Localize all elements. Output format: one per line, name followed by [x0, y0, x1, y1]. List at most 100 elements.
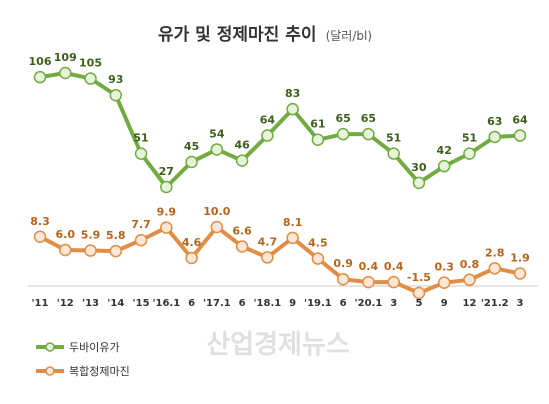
data-label-margin: 4.6 [182, 236, 202, 249]
x-tick-label: 9 [289, 298, 296, 309]
chart-title: 유가 및 정제마진 추이 (달러/bl) [158, 25, 372, 45]
data-label-margin: 2.8 [485, 246, 505, 259]
x-tick-label: 3 [517, 298, 524, 309]
data-label-margin: 0.8 [460, 258, 480, 271]
data-point-margin [235, 240, 249, 253]
data-point-dubai [59, 66, 72, 80]
data-point-margin [185, 251, 198, 265]
data-point-dubai [286, 102, 299, 116]
chart-title-unit: (달러/bl) [326, 29, 372, 43]
data-point-margin [513, 267, 527, 280]
data-point-dubai [134, 147, 148, 160]
x-tick-label: '14 [107, 298, 124, 309]
data-point-margin [437, 276, 451, 289]
data-point-dubai [109, 88, 123, 102]
x-tick-labels: '11 '12 '13 '14 '15'16.1 6 '17.1 6 '18.1 9 '19.1 6 '… [32, 298, 524, 309]
data-label-dubai: 46 [234, 139, 250, 152]
data-point-dubai [261, 129, 274, 142]
legend-item-margin: 복합정제마진 [36, 365, 130, 378]
data-label-margin: 9.9 [157, 206, 177, 219]
data-point-dubai [185, 155, 198, 169]
data-point-dubai [362, 127, 375, 141]
data-label-margin: 1.9 [510, 251, 530, 264]
data-label-dubai: 64 [260, 114, 276, 127]
data-point-dubai [84, 72, 97, 85]
series-layer: 106 109 105 93 51 27 45 54 46 64 83 61 65 65 51 30 42 51 6… [29, 51, 530, 300]
data-label-dubai: 51 [462, 132, 477, 145]
data-label-dubai: 65 [336, 112, 351, 125]
x-tick-label: 12 [463, 298, 477, 309]
x-tick-label: '15 [133, 298, 150, 309]
watermark: 산업경제뉴스 [206, 330, 350, 360]
data-label-dubai: 65 [361, 112, 376, 125]
x-tick-label: 6 [239, 298, 246, 309]
data-point-margin [362, 275, 375, 289]
data-point-margin [160, 221, 173, 234]
data-point-dubai [488, 130, 501, 144]
data-point-dubai [513, 129, 527, 142]
data-label-dubai: 93 [108, 73, 123, 86]
chart-title-main: 유가 및 정제마진 추이 [158, 25, 317, 45]
data-point-dubai [463, 147, 476, 160]
data-point-dubai [437, 159, 451, 173]
data-point-margin [286, 231, 299, 245]
data-label-margin: 0.3 [434, 261, 454, 274]
series-margin: 8.3 6.0 5.9 5.8 7.7 9.9 4.6 10.06.6 4.7 8.1 4.5 0.9… [30, 205, 530, 300]
series-dubai: 106 109 105 93 51 27 45 54 46 64 83 61 65 65 51 30 42 51 6… [29, 51, 528, 194]
data-point-margin [59, 243, 72, 257]
data-label-dubai: 30 [411, 161, 427, 174]
x-tick-label: 5 [415, 298, 422, 309]
data-point-margin [84, 244, 97, 257]
data-point-dubai [412, 176, 426, 190]
x-tick-label: 3 [390, 298, 397, 309]
data-label-dubai: 63 [487, 115, 502, 128]
data-label-margin: 0.9 [333, 257, 353, 270]
data-label-dubai: 61 [310, 118, 325, 131]
x-tick-label: '20.1 [355, 298, 383, 309]
legend-label: 복합정제마진 [69, 365, 130, 378]
x-tick-label: '19.1 [304, 298, 332, 309]
data-label-margin: 5.8 [106, 229, 126, 242]
legend-marker [45, 342, 55, 352]
data-point-margin [109, 244, 123, 258]
data-point-margin [261, 251, 274, 264]
legend-item-dubai: 두바이유가 [36, 341, 120, 354]
data-point-dubai [311, 133, 325, 146]
data-label-dubai: 105 [79, 57, 102, 70]
data-label-margin: 5.9 [81, 229, 101, 242]
data-label-dubai: 106 [29, 55, 52, 68]
data-label-margin: 8.3 [30, 215, 50, 228]
x-tick-label: '12 [57, 298, 74, 309]
data-point-dubai [387, 147, 400, 160]
data-label-margin: 4.5 [308, 237, 328, 250]
x-tick-label: 9 [441, 298, 448, 309]
data-point-margin [488, 262, 501, 275]
data-point-dubai [235, 154, 249, 167]
data-label-dubai: 64 [512, 114, 528, 127]
data-point-dubai [210, 143, 224, 156]
x-tick-label: '11 [32, 298, 49, 309]
x-tick-label: 6 [188, 298, 195, 309]
legend-marker [45, 366, 55, 376]
data-label-margin: 7.7 [131, 218, 151, 231]
legend-label: 두바이유가 [69, 341, 120, 354]
data-label-margin: 10.0 [203, 205, 230, 218]
data-label-margin: 4.7 [258, 235, 278, 248]
data-label-dubai: 109 [54, 51, 77, 64]
data-label-dubai: 51 [133, 132, 148, 145]
data-point-margin [387, 275, 400, 289]
data-label-margin: 0.4 [359, 260, 379, 273]
data-label-margin: 6.0 [56, 228, 76, 241]
data-label-margin: 8.1 [283, 216, 303, 229]
data-point-margin [463, 273, 476, 287]
data-label-dubai: 45 [184, 140, 199, 153]
x-tick-label: '21.2 [481, 298, 509, 309]
data-label-dubai: 27 [159, 165, 174, 178]
data-label-dubai: 51 [386, 132, 401, 145]
data-point-margin [412, 286, 426, 300]
data-point-dubai [336, 127, 350, 141]
data-label-dubai: 83 [285, 87, 300, 100]
data-label-dubai: 42 [437, 144, 452, 157]
